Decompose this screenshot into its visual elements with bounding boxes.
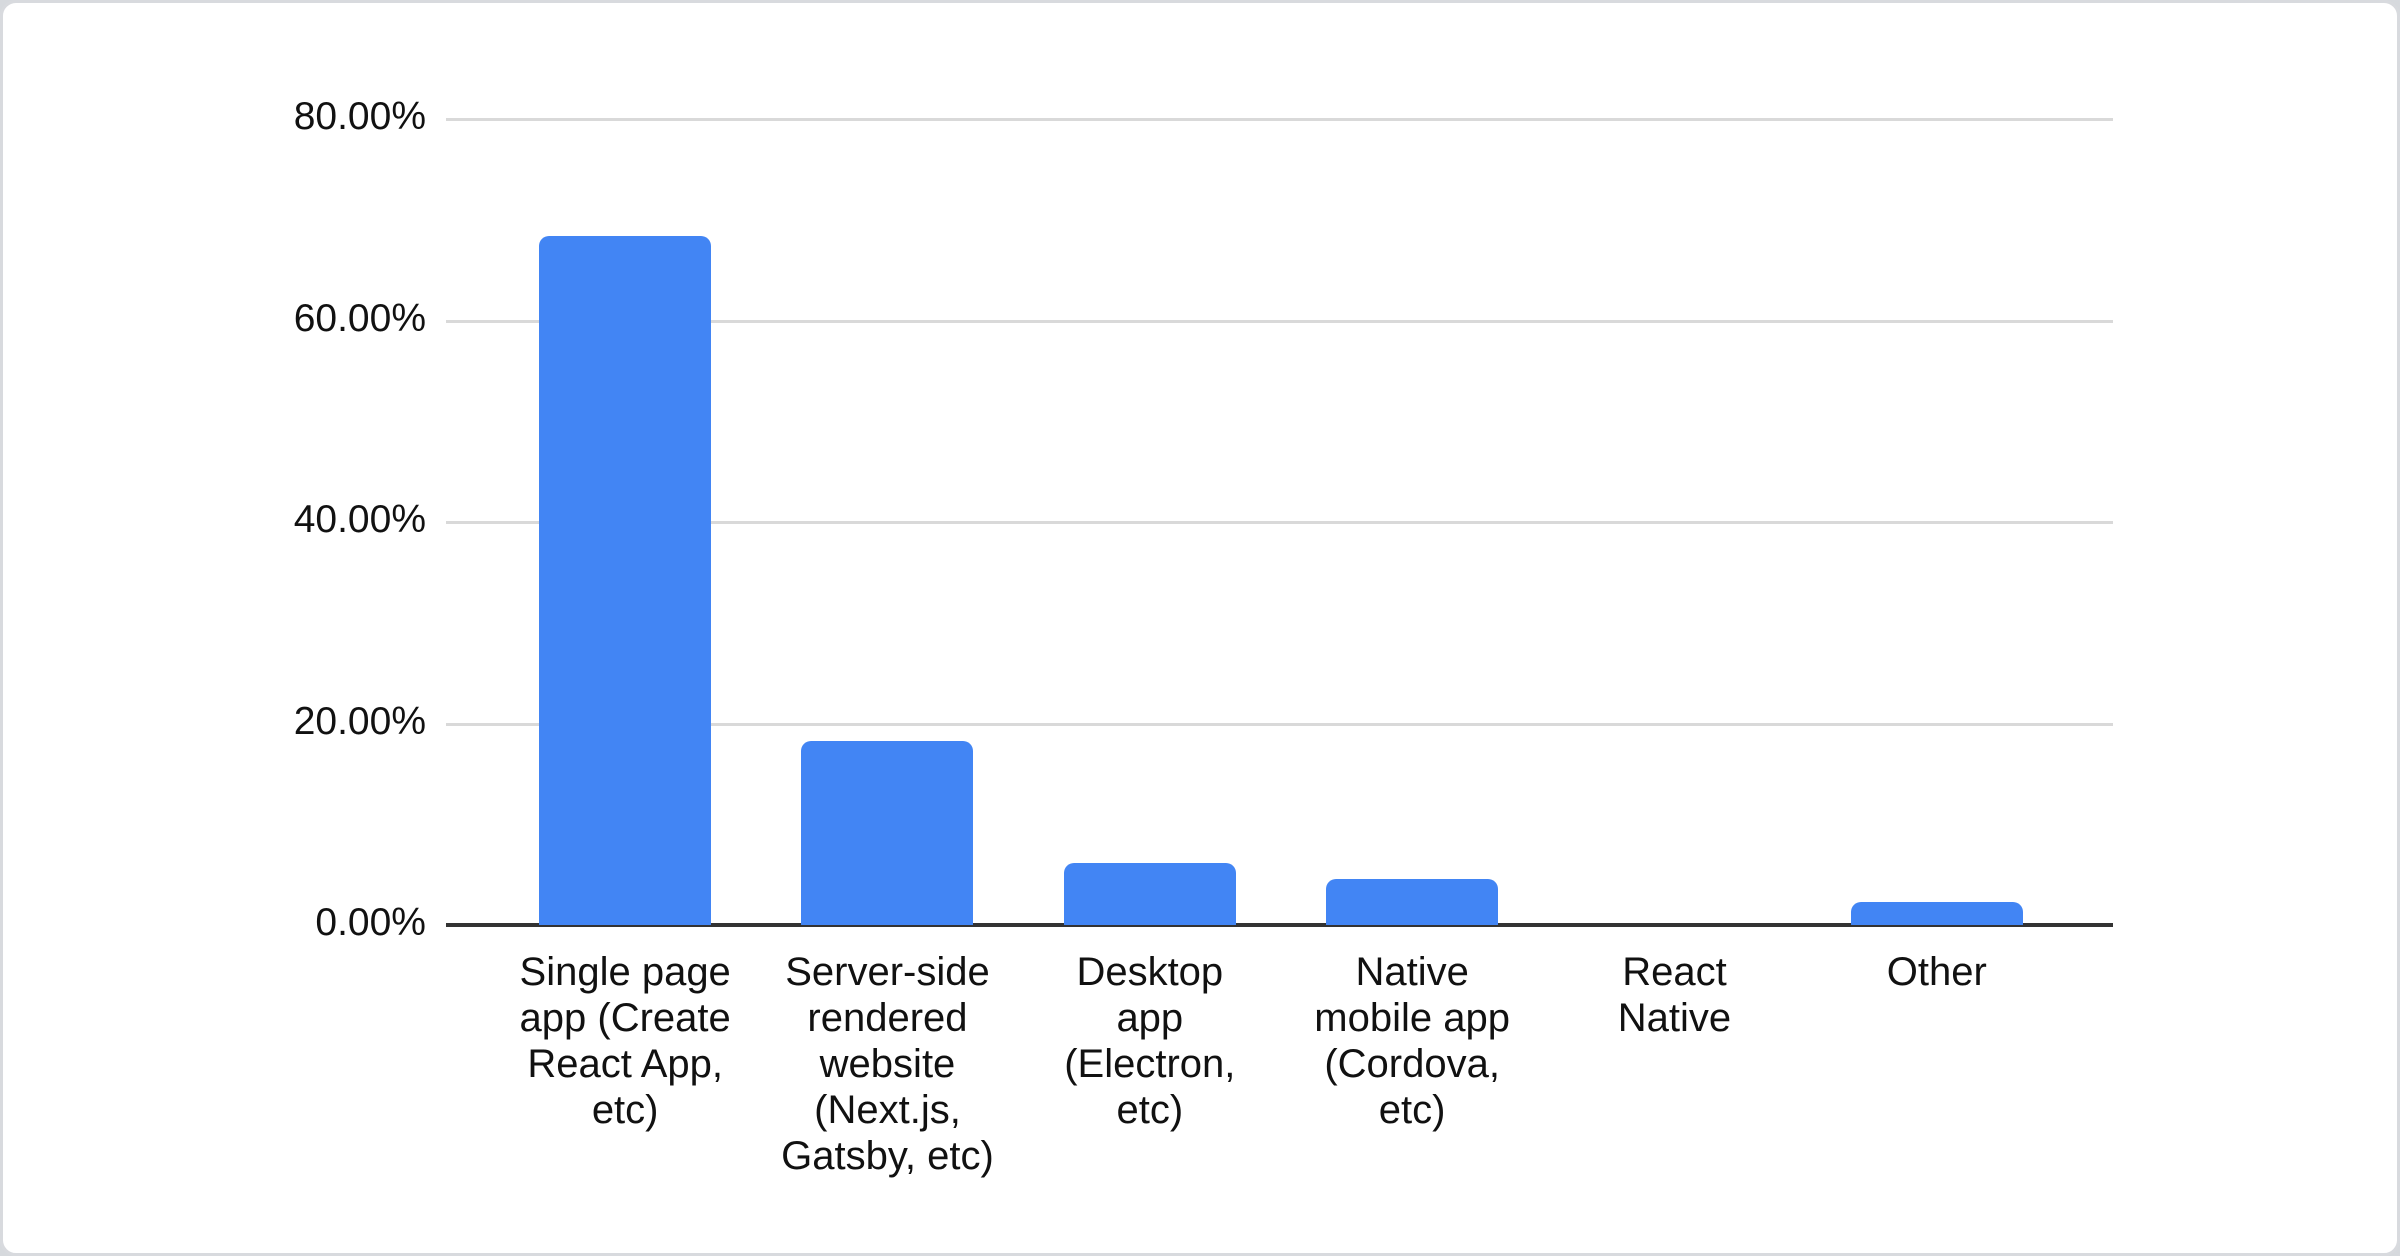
bar-1[interactable]	[539, 235, 712, 925]
bar-slot	[1543, 119, 1805, 925]
y-tick-label: 20.00%	[293, 699, 426, 743]
x-category-label-5: React Native	[1617, 950, 1732, 1040]
y-tick-label: 0.00%	[315, 901, 426, 945]
gridline-80	[446, 118, 2113, 121]
bar-6[interactable]	[1850, 901, 2023, 925]
gridline-40	[446, 521, 2113, 524]
y-tick-label: 80.00%	[293, 95, 426, 139]
bar-slot	[1019, 119, 1281, 925]
bar-slot	[494, 119, 756, 925]
bars-container	[494, 119, 2068, 925]
y-axis: 0.00% 20.00% 40.00% 60.00% 80.00%	[3, 3, 426, 1253]
bar-chart: 0.00% 20.00% 40.00% 60.00% 80.00% Single pag…	[3, 3, 2397, 1253]
bar-3[interactable]	[1063, 862, 1236, 925]
x-category-label-1: Single page app (Create React App, etc)	[519, 950, 731, 1132]
x-category-label-2: Server-side rendered website (Next.js, G…	[781, 950, 994, 1178]
x-axis: Single page app (Create React App, etc) S…	[494, 949, 2068, 1179]
x-axis-baseline	[446, 923, 2113, 927]
x-category-label-6: Other	[1886, 950, 1987, 994]
bar-slot	[1806, 119, 2068, 925]
y-tick-label: 60.00%	[293, 296, 426, 340]
y-tick-label: 40.00%	[293, 498, 426, 542]
x-category-label-3: Desktop app (Electron, etc)	[1064, 950, 1236, 1132]
bar-4[interactable]	[1326, 878, 1499, 925]
bar-slot	[1281, 119, 1543, 925]
x-category-label-4: Native mobile app (Cordova, etc)	[1314, 950, 1510, 1132]
plot-area	[446, 118, 2113, 925]
bar-slot	[756, 119, 1018, 925]
bar-2[interactable]	[801, 740, 974, 925]
gridline-20	[446, 722, 2113, 726]
gridline-60	[446, 319, 2113, 323]
